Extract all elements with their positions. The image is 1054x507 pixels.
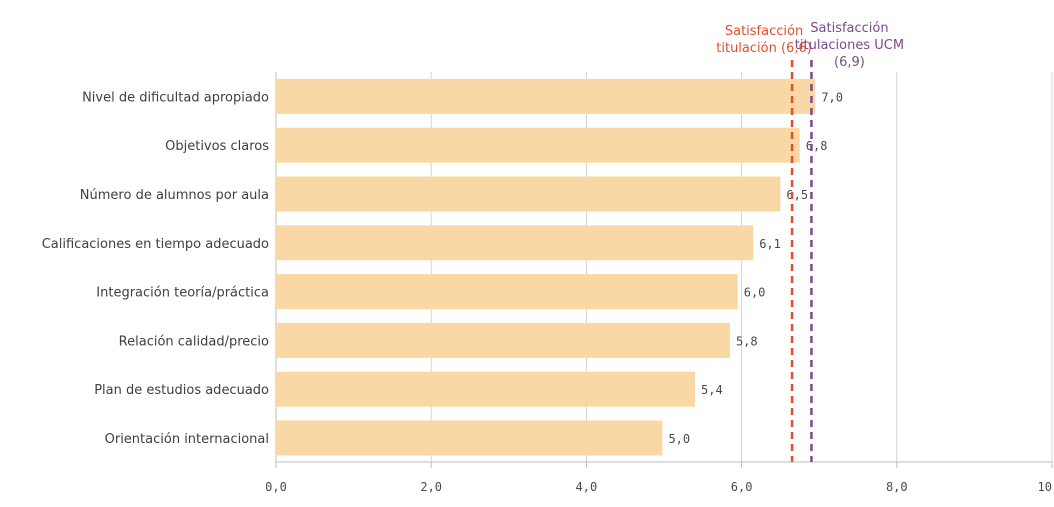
- reference-label-line: titulaciones UCM: [795, 38, 904, 53]
- reference-line-label: Satisfacción titulaciones UCM (6,9): [795, 21, 904, 70]
- category-label: Plan de estudios adecuado: [94, 383, 269, 398]
- value-label: 6,8: [806, 139, 828, 153]
- value-label: 5,0: [668, 432, 690, 446]
- bars: Nivel de dificultad apropiado 7,0 Objetivo…: [42, 78, 843, 456]
- x-tick-label: 6,0: [731, 480, 753, 494]
- x-tick-label: 2,0: [420, 480, 442, 494]
- bar: [276, 322, 730, 358]
- reference-line-label: Satisfacción titulación (6,6): [716, 24, 812, 56]
- reference-label-line: Satisfacción: [810, 21, 888, 36]
- value-label: 6,5: [786, 188, 808, 202]
- category-label: Calificaciones en tiempo adecuado: [42, 237, 269, 252]
- bar: [276, 420, 663, 456]
- bar: [276, 176, 781, 212]
- category-label: Orientación internacional: [105, 432, 269, 447]
- value-label: 6,1: [759, 237, 781, 251]
- value-label: 6,0: [744, 286, 766, 300]
- reference-label-line: Satisfacción: [725, 24, 803, 39]
- bar: [276, 225, 754, 261]
- x-tick-label: 4,0: [576, 480, 598, 494]
- category-label: Nivel de dificultad apropiado: [82, 90, 269, 105]
- category-label: Objetivos claros: [165, 139, 269, 154]
- bar: [276, 78, 816, 114]
- reference-label-line: titulación (6,6): [716, 41, 812, 56]
- category-label: Integración teoría/práctica: [96, 286, 269, 301]
- reference-label-line: (6,9): [834, 55, 865, 70]
- bar: [276, 274, 738, 310]
- bar: [276, 371, 696, 407]
- x-axis-ticks: 0,0 2,0 4,0 6,0 8,0 10,0: [265, 462, 1054, 494]
- value-label: 5,8: [736, 334, 758, 348]
- category-label: Número de alumnos por aula: [80, 188, 269, 203]
- x-tick-label: 10,0: [1038, 480, 1054, 494]
- category-label: Relación calidad/precio: [119, 334, 269, 349]
- x-tick-label: 8,0: [886, 480, 908, 494]
- bar: [276, 127, 800, 163]
- x-tick-label: 0,0: [265, 480, 287, 494]
- reference-lines: Satisfacción titulación (6,6)Satisfacción…: [716, 21, 904, 462]
- value-label: 7,0: [821, 90, 843, 104]
- value-label: 5,4: [701, 383, 723, 397]
